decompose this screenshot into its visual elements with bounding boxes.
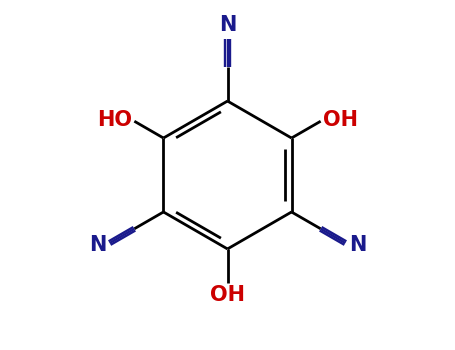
Text: N: N bbox=[349, 235, 366, 255]
Text: HO: HO bbox=[97, 110, 132, 130]
Text: OH: OH bbox=[210, 285, 245, 305]
Text: OH: OH bbox=[323, 110, 358, 130]
Text: N: N bbox=[89, 235, 106, 255]
Text: N: N bbox=[219, 15, 236, 35]
